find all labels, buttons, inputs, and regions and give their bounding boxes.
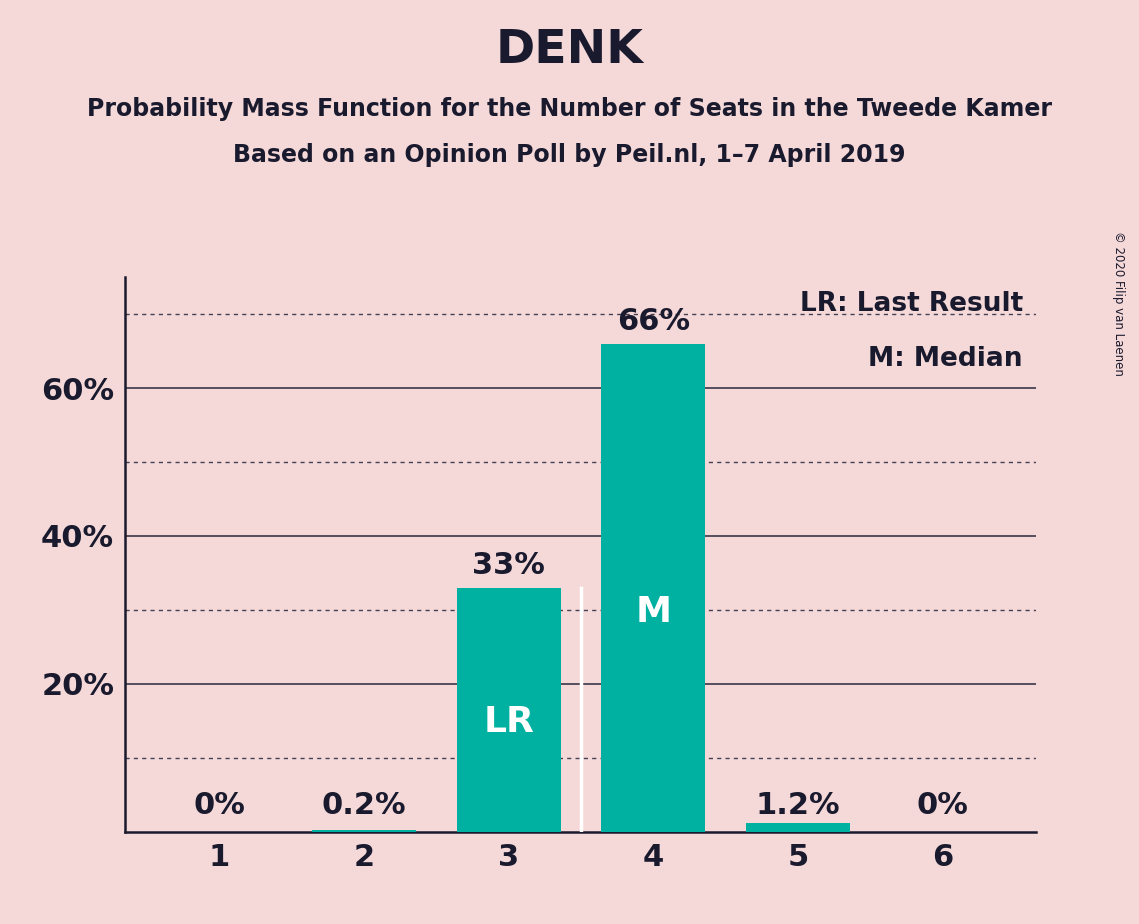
Bar xyxy=(457,588,560,832)
Text: 0%: 0% xyxy=(917,791,968,820)
Bar xyxy=(601,344,705,832)
Text: 66%: 66% xyxy=(616,308,690,336)
Bar xyxy=(312,830,416,832)
Text: 1.2%: 1.2% xyxy=(755,791,841,820)
Text: © 2020 Filip van Laenen: © 2020 Filip van Laenen xyxy=(1112,231,1125,376)
Text: M: M xyxy=(636,595,671,629)
Text: 33%: 33% xyxy=(473,552,544,580)
Text: M: Median: M: Median xyxy=(868,346,1023,372)
Text: DENK: DENK xyxy=(495,28,644,73)
Text: Probability Mass Function for the Number of Seats in the Tweede Kamer: Probability Mass Function for the Number… xyxy=(87,97,1052,121)
Bar xyxy=(746,822,850,832)
Text: Based on an Opinion Poll by Peil.nl, 1–7 April 2019: Based on an Opinion Poll by Peil.nl, 1–7… xyxy=(233,143,906,167)
Text: LR: LR xyxy=(483,705,534,739)
Text: LR: Last Result: LR: Last Result xyxy=(800,291,1023,317)
Text: 0.2%: 0.2% xyxy=(321,791,407,820)
Text: 0%: 0% xyxy=(194,791,245,820)
